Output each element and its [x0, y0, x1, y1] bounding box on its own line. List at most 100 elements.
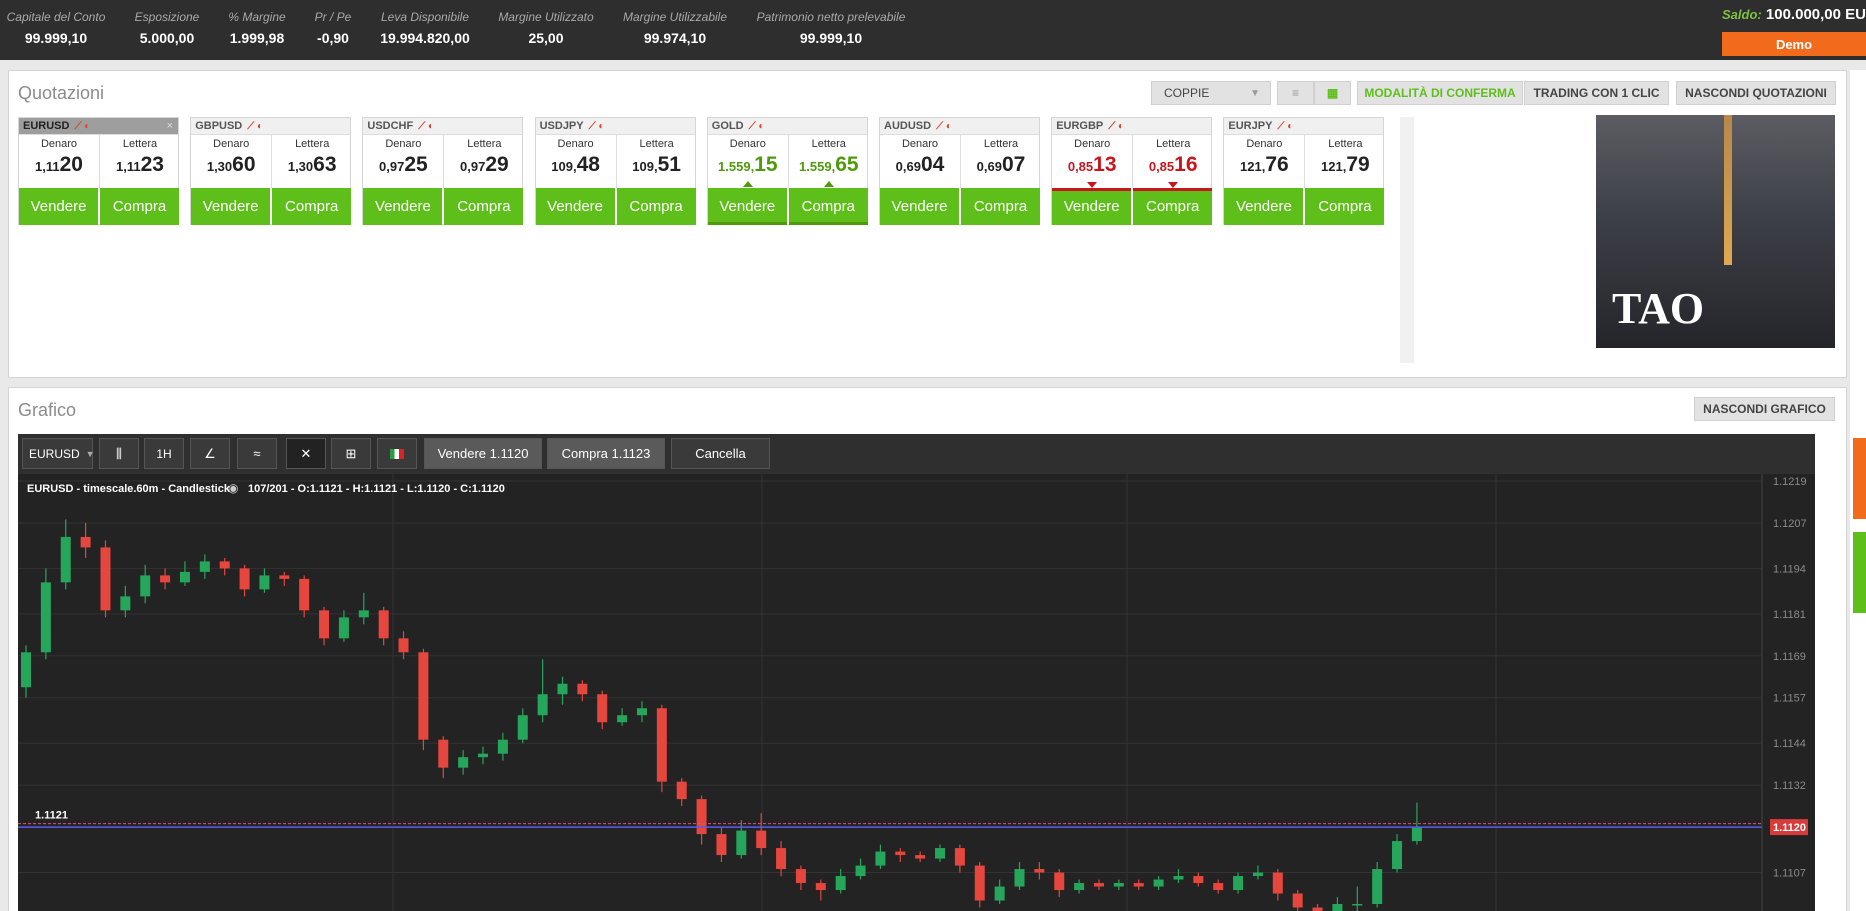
candle-body: [21, 652, 31, 688]
quote-card: EURUSD ⟋ ◐ × Denaro 1,1120 Vendere Lettera 1,11…: [18, 117, 179, 225]
price-big: 76: [1265, 153, 1289, 176]
ad-banner[interactable]: TAO: [1596, 115, 1835, 348]
trade-button[interactable]: Compra: [444, 188, 524, 225]
price-cell: Denaro 109,48: [536, 135, 616, 188]
sell-button[interactable]: Vendere 1.1120: [424, 438, 542, 469]
hide-chart[interactable]: NASCONDI GRAFICO: [1694, 397, 1835, 421]
candle-body: [120, 596, 131, 611]
trade-button[interactable]: Vendere: [880, 188, 959, 225]
trade-button[interactable]: Compra: [272, 188, 352, 225]
price-big: 15: [754, 153, 778, 176]
candle-body: [40, 582, 51, 653]
side-tab[interactable]: [1853, 438, 1866, 519]
candles: [21, 519, 1422, 911]
stat-label: Leva Disponibile: [380, 10, 470, 24]
trade-button[interactable]: Vendere: [191, 188, 271, 225]
price-label: Lettera: [1328, 138, 1363, 150]
language[interactable]: [377, 438, 417, 469]
candle-body: [994, 886, 1005, 901]
stat: Esposizione 5.000,00: [135, 10, 200, 46]
candle-body: [398, 638, 409, 653]
candle-body: [1233, 876, 1244, 891]
trade-button[interactable]: Vendere: [707, 188, 787, 225]
price: 109,51: [617, 153, 697, 177]
price-small: 1,30: [287, 159, 314, 174]
price-label: Lettera: [811, 138, 846, 150]
buy-button[interactable]: Compra 1.1123: [547, 438, 665, 469]
side-tab[interactable]: [1853, 532, 1866, 613]
close[interactable]: ×: [166, 120, 173, 132]
pairs-select[interactable]: COPPIE ▼: [1151, 81, 1271, 105]
symbol: USDJPY: [539, 120, 584, 132]
candle-body: [597, 694, 608, 723]
candle-body: [855, 865, 866, 877]
price-cell: Lettera 121,79: [1305, 135, 1385, 188]
price-small: 1.559,: [718, 159, 755, 174]
candle-body: [656, 708, 667, 782]
drawings[interactable]: ≈: [237, 438, 277, 469]
candle-body: [537, 694, 548, 716]
card-header: GBPUSD ⟋ ◐: [191, 118, 351, 135]
stat-label: Patrimonio netto prelevabile: [756, 10, 906, 24]
stat-label: Capitale del Conto: [6, 10, 106, 24]
price-label: Denaro: [1074, 138, 1111, 150]
price-small: 0,85: [1148, 159, 1175, 174]
one-click[interactable]: TRADING CON 1 CLIC: [1524, 81, 1669, 105]
quote-card: EURJPY ⟋ ◐ Denaro 121,76 Vendere Lettera 121,7…: [1223, 117, 1385, 225]
trade-button[interactable]: Vendere: [535, 188, 615, 225]
trend-arrow: [742, 181, 753, 187]
price: 0,8516: [1133, 153, 1213, 177]
divider: [1132, 135, 1134, 188]
clear[interactable]: ✕: [286, 438, 326, 469]
list-view[interactable]: ≡: [1277, 81, 1314, 105]
candle-body: [1014, 869, 1025, 887]
layout[interactable]: ⊞: [331, 438, 371, 469]
price-cell: Lettera 0,8516: [1133, 135, 1213, 188]
symbol: GOLD: [711, 120, 744, 132]
timeframe[interactable]: 1H: [144, 438, 184, 469]
side-rail: [1850, 70, 1866, 911]
candle-body: [954, 848, 965, 866]
trade-button[interactable]: Compra: [616, 188, 696, 225]
trade-button[interactable]: Compra: [100, 188, 179, 225]
trade-button[interactable]: Vendere: [1052, 188, 1132, 225]
price: 0,6904: [880, 153, 960, 177]
card-header: GOLD ⟋ ◐: [707, 118, 867, 135]
trend-arrow: [1168, 182, 1179, 188]
confirm-mode[interactable]: MODALITÀ DI CONFERMA: [1357, 81, 1523, 105]
candle-body: [1093, 883, 1104, 887]
trade-button[interactable]: Vendere: [363, 188, 443, 225]
y-tick-label: 1.1194: [1773, 563, 1806, 575]
candle-body: [279, 575, 290, 579]
candle-body: [696, 799, 707, 835]
symbol: USDCHF: [367, 120, 414, 132]
trade-button[interactable]: Vendere: [1224, 188, 1304, 225]
price-label: Lettera: [639, 138, 674, 150]
trade-button[interactable]: Compra: [961, 188, 1040, 225]
candle-body: [239, 568, 250, 590]
symbol-select[interactable]: EURUSD ▼: [22, 438, 95, 469]
grid-view[interactable]: ▦: [1314, 81, 1351, 105]
trade-button[interactable]: Vendere: [19, 188, 98, 225]
scrollbar[interactable]: [1400, 117, 1414, 363]
stat-value: 1.999,98: [229, 30, 285, 46]
price-label: Denaro: [40, 138, 78, 150]
price-big: 51: [657, 153, 681, 176]
trade-button[interactable]: Compra: [788, 188, 868, 225]
demo-button[interactable]: Demo: [1722, 32, 1866, 56]
price-small: 0,85: [1067, 159, 1094, 174]
stat: Patrimonio netto prelevabile 99.999,10: [757, 10, 906, 46]
price-small: 109,: [632, 159, 658, 174]
hide-quotes[interactable]: NASCONDI QUOTAZIONI: [1676, 81, 1836, 105]
candle-body: [915, 855, 926, 859]
balance-value: 100.000,00 EU: [1765, 6, 1866, 23]
indicators[interactable]: ∠: [190, 438, 230, 469]
trade-button[interactable]: Compra: [1133, 188, 1213, 225]
symbol: EURJPY: [1228, 120, 1273, 132]
trade-button[interactable]: Compra: [1305, 188, 1385, 225]
price-big: 16: [1174, 153, 1198, 176]
cancel-button[interactable]: Cancella: [671, 438, 770, 469]
price-small: 1,30: [206, 159, 233, 174]
chart-type[interactable]: ⫼: [99, 438, 139, 469]
caret: ▼: [85, 448, 95, 459]
